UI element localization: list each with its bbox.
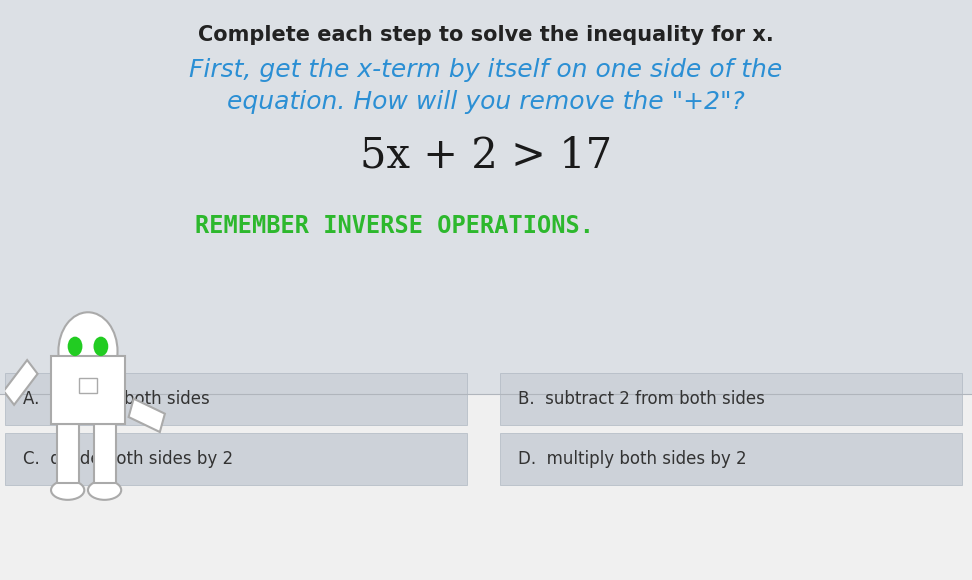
Text: Complete each step to solve the inequality for x.: Complete each step to solve the inequali… (198, 25, 774, 45)
FancyBboxPatch shape (5, 433, 467, 485)
Bar (4, 360, 38, 405)
Text: D.  multiply both sides by 2: D. multiply both sides by 2 (518, 450, 746, 468)
Bar (0, 0, 972, 394)
FancyBboxPatch shape (5, 373, 467, 425)
FancyBboxPatch shape (500, 373, 962, 425)
Bar (128, 398, 165, 432)
Bar (51, 356, 124, 425)
Bar (0, 394, 972, 580)
Text: REMEMBER INVERSE OPERATIONS.: REMEMBER INVERSE OPERATIONS. (195, 214, 594, 238)
Ellipse shape (87, 480, 122, 500)
Text: 5x + 2 > 17: 5x + 2 > 17 (360, 135, 612, 177)
Ellipse shape (51, 480, 85, 500)
Circle shape (58, 312, 118, 390)
FancyBboxPatch shape (500, 433, 962, 485)
Bar (56, 425, 79, 483)
Text: C.  divide both sides by 2: C. divide both sides by 2 (23, 450, 233, 468)
Text: First, get the x-term by itself on one side of the: First, get the x-term by itself on one s… (190, 58, 782, 82)
Text: equation. How will you remove the "+2"?: equation. How will you remove the "+2"? (227, 90, 745, 114)
Text: B.  subtract 2 from both sides: B. subtract 2 from both sides (518, 390, 765, 408)
Bar (93, 425, 116, 483)
Circle shape (93, 336, 108, 356)
Text: A.  add 2 to both sides: A. add 2 to both sides (23, 390, 210, 408)
Circle shape (68, 336, 83, 356)
Bar (79, 378, 97, 393)
